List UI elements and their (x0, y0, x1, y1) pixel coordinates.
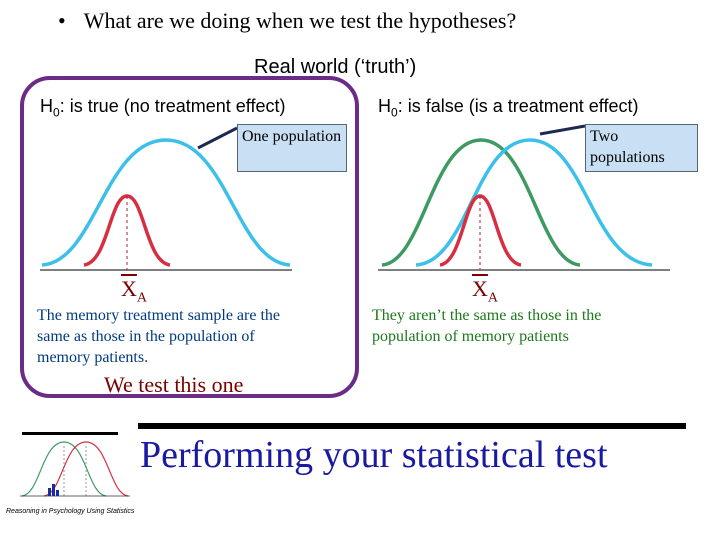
xbar-subscript: A (136, 290, 148, 306)
thumbnail-curve-green (21, 441, 107, 497)
bottom-slide-title: Performing your statistical test (140, 434, 608, 476)
left-sample-mean-label: XA (121, 276, 147, 306)
thumbnail-hist-bar (48, 488, 51, 496)
right-population-curve (415, 138, 653, 267)
bullet-dot: • (58, 8, 66, 33)
thumbnail-curve-red (43, 441, 129, 497)
left-callout-pointer (197, 126, 238, 150)
xbar-symbol: X (121, 276, 137, 301)
xbar-subscript: A (487, 290, 499, 306)
thumbnail-hist-bar (56, 490, 59, 496)
bullet-question-text: What are we doing when we test the hypot… (83, 8, 517, 33)
bullet-question: • What are we doing when we test the hypo… (58, 8, 516, 34)
highlight-frame (20, 76, 359, 398)
h0-subscript: 0 (53, 105, 60, 120)
left-population-curve (41, 138, 291, 267)
h0-symbol: H (378, 96, 391, 116)
real-world-title: Real world (‘truth’) (254, 56, 417, 78)
we-test-this-label: We test this one (104, 372, 244, 397)
callout-two-populations: Two populations (585, 124, 698, 172)
right-explanation-note: They aren’t the same as those in the pop… (372, 307, 602, 345)
right-sample-mean-label: XA (472, 276, 498, 306)
h0-true-heading: H0: is true (no treatment effect) (40, 96, 285, 120)
h0-symbol: H (40, 96, 53, 116)
footer-course-reference: Reasoning in Psychology Using Statistics (6, 508, 135, 515)
right-treatment-population-curve (381, 138, 581, 267)
h0-false-text: : is false (is a treatment effect) (397, 96, 639, 116)
h0-subscript: 0 (391, 105, 398, 120)
xbar-symbol: X (472, 276, 488, 301)
bottom-left-bar-stub (22, 432, 118, 435)
right-sample-curve (439, 194, 522, 267)
left-explanation-note: The memory treatment sample are the same… (37, 307, 281, 366)
callout-one-population: One population (237, 124, 347, 172)
bottom-header-bar (138, 423, 686, 429)
right-callout-pointer (539, 124, 586, 136)
thumbnail-hist-bar (52, 484, 55, 496)
thumbnail-figure (20, 441, 130, 497)
h0-true-text: : is true (no treatment effect) (59, 96, 286, 116)
h0-false-heading: H0: is false (is a treatment effect) (378, 96, 638, 120)
